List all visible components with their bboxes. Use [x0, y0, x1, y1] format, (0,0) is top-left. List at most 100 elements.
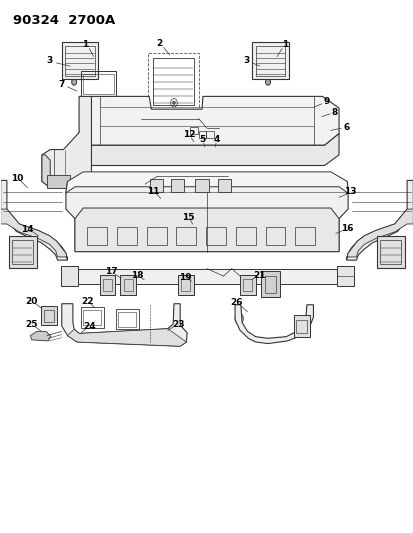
Bar — [294, 227, 314, 245]
Polygon shape — [62, 304, 187, 346]
Bar — [43, 310, 54, 322]
Text: 17: 17 — [105, 268, 117, 276]
Polygon shape — [30, 332, 51, 341]
Text: 12: 12 — [182, 130, 195, 139]
Bar — [265, 227, 285, 245]
Circle shape — [319, 104, 323, 110]
Bar — [117, 227, 137, 245]
Bar — [261, 271, 279, 297]
Text: 26: 26 — [230, 298, 242, 307]
Bar — [146, 227, 166, 245]
Circle shape — [235, 313, 243, 324]
Bar — [264, 276, 275, 293]
Bar — [198, 132, 206, 138]
Bar — [65, 46, 95, 76]
Bar — [60, 266, 78, 286]
Circle shape — [317, 102, 325, 112]
Text: 5: 5 — [199, 135, 206, 144]
Bar — [83, 74, 114, 94]
Text: 4: 4 — [213, 135, 219, 144]
Text: 13: 13 — [344, 187, 356, 196]
Bar — [148, 53, 198, 109]
Bar — [120, 275, 136, 295]
Bar — [195, 179, 208, 192]
Bar — [295, 320, 306, 334]
Bar — [123, 279, 133, 291]
Bar — [176, 227, 196, 245]
Text: 14: 14 — [21, 225, 34, 234]
Bar — [83, 310, 101, 325]
Bar — [255, 46, 285, 76]
Circle shape — [265, 79, 270, 85]
Bar — [243, 279, 252, 291]
Bar — [376, 236, 404, 268]
Bar — [103, 279, 112, 291]
Polygon shape — [346, 180, 412, 260]
Text: 3: 3 — [242, 56, 249, 64]
Circle shape — [172, 101, 175, 104]
Polygon shape — [1, 180, 67, 260]
Bar — [100, 275, 115, 295]
Circle shape — [174, 181, 181, 189]
Bar — [78, 269, 336, 284]
Bar — [47, 174, 69, 188]
Bar — [116, 309, 139, 329]
Text: 21: 21 — [253, 271, 266, 280]
Text: 22: 22 — [81, 296, 93, 305]
Bar — [190, 127, 197, 134]
Text: 20: 20 — [25, 296, 38, 305]
Bar — [87, 227, 107, 245]
Bar — [9, 236, 37, 268]
Text: 16: 16 — [340, 224, 353, 233]
Circle shape — [285, 99, 292, 107]
Text: 6: 6 — [342, 123, 349, 132]
Circle shape — [170, 99, 177, 107]
Bar — [252, 42, 288, 79]
Polygon shape — [79, 133, 338, 165]
Polygon shape — [346, 209, 412, 260]
Circle shape — [115, 101, 117, 104]
Bar — [12, 240, 33, 264]
Circle shape — [199, 181, 206, 189]
Bar — [235, 227, 255, 245]
Text: 10: 10 — [11, 174, 23, 183]
Polygon shape — [42, 96, 91, 188]
Circle shape — [228, 99, 235, 107]
Bar — [81, 308, 104, 328]
Circle shape — [71, 79, 76, 85]
Bar — [152, 58, 193, 105]
Polygon shape — [1, 209, 67, 260]
Circle shape — [323, 103, 329, 111]
Circle shape — [287, 101, 290, 104]
Polygon shape — [67, 329, 186, 346]
Polygon shape — [42, 155, 50, 188]
Polygon shape — [235, 305, 313, 344]
Circle shape — [154, 181, 160, 189]
Text: 25: 25 — [25, 320, 38, 329]
Bar — [293, 316, 309, 337]
Text: 7: 7 — [58, 79, 65, 88]
Circle shape — [222, 181, 228, 189]
Text: 19: 19 — [179, 273, 191, 281]
Polygon shape — [79, 96, 338, 146]
Circle shape — [230, 101, 233, 104]
Text: 1: 1 — [282, 41, 288, 50]
Text: 15: 15 — [182, 213, 194, 222]
Bar — [41, 306, 57, 325]
Polygon shape — [75, 208, 338, 252]
Text: 23: 23 — [171, 320, 184, 329]
Bar — [206, 227, 225, 245]
Circle shape — [113, 99, 119, 107]
Bar — [240, 275, 255, 295]
Polygon shape — [66, 181, 347, 252]
Bar — [118, 312, 136, 327]
Text: 11: 11 — [147, 187, 159, 196]
Text: 3: 3 — [46, 56, 52, 64]
Text: 18: 18 — [130, 271, 143, 280]
Bar — [380, 240, 400, 264]
Circle shape — [325, 106, 327, 109]
Text: 24: 24 — [83, 321, 95, 330]
Bar — [336, 266, 354, 286]
Text: 2: 2 — [156, 39, 162, 48]
Text: 9: 9 — [323, 97, 329, 106]
